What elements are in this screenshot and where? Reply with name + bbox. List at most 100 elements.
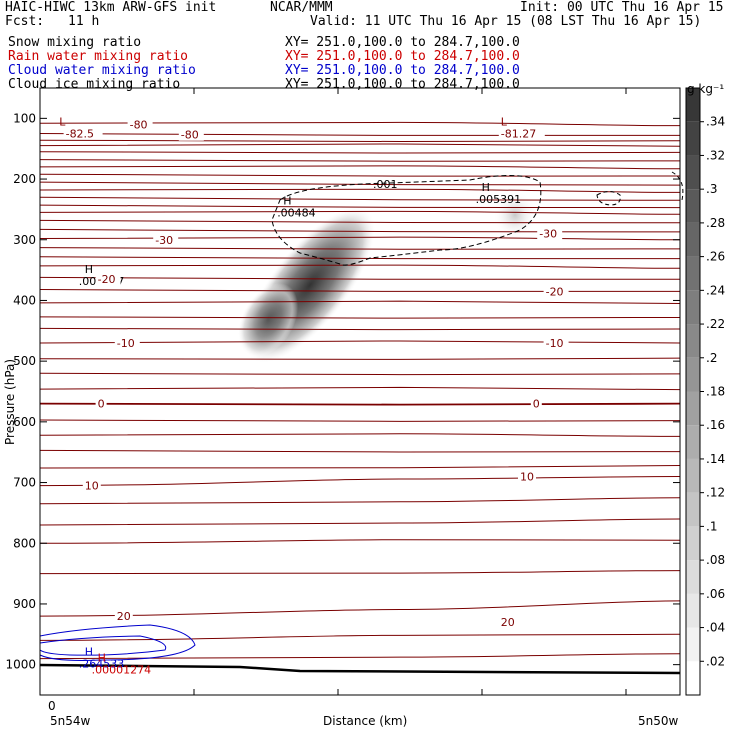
- isotherm-label: 20: [501, 616, 515, 629]
- isotherm-label: 10: [85, 480, 99, 493]
- cloud-water-contours: [39, 624, 196, 661]
- colorbar-tick-label: .06: [706, 587, 725, 601]
- colorbar-tick-label: .24: [706, 283, 725, 297]
- colorbar-tick-label: .3: [706, 182, 717, 196]
- colorbar-swatch: [686, 256, 700, 291]
- isotherm-labels: -82.5 -81.27 -80 -80 -30 -30 -20 -20 -10 -10 0 0 10 1…: [63, 118, 569, 629]
- extrema-labels: LLH.00484H.005391H.000327H.264533H.00001…: [59, 116, 521, 677]
- isotherm-label-bg: [543, 336, 569, 349]
- colorbar-tick-label: .34: [706, 115, 725, 129]
- org-label: NCAR/MMM: [270, 0, 333, 15]
- isotherm-line: [39, 210, 681, 215]
- valid-time: Valid: 11 UTC Thu 16 Apr 15 (08 LST Thu …: [310, 14, 702, 29]
- isotherm-line: [39, 402, 681, 406]
- colorbar-swatch: [686, 560, 700, 594]
- isotherm-label: -30: [155, 234, 173, 247]
- colorbar-swatch: [686, 661, 700, 695]
- cloud-ice-contour-small: [596, 191, 621, 206]
- isotherm-label: -10: [546, 337, 564, 350]
- isotherm-line: [39, 316, 681, 319]
- isotherm-label: 0: [533, 398, 540, 411]
- isotherm-line: [39, 419, 681, 422]
- snow-shading: [237, 191, 537, 364]
- isotherm-line: [39, 653, 681, 660]
- y-tick-label: 200: [13, 172, 36, 186]
- isotherm-line: [39, 181, 681, 186]
- colorbar-tick-label: .14: [706, 452, 725, 466]
- isotherm-label: -81.27: [501, 128, 536, 141]
- cloud-ice-contour-edge: [671, 171, 684, 201]
- isotherm-label: 20: [117, 610, 131, 623]
- isotherm-line: [39, 449, 681, 453]
- y-tick-label: 500: [13, 354, 36, 368]
- terrain-line: [39, 663, 681, 675]
- isotherm-line: [39, 276, 681, 280]
- x-left-location: 5n54w: [50, 714, 91, 728]
- colorbar-tick-label: .02: [706, 654, 725, 668]
- colorbar-swatch: [686, 290, 700, 325]
- colorbar-tick-label: .2: [706, 351, 717, 365]
- isotherm-line: [39, 151, 681, 154]
- field-xy-snow: XY= 251.0,100.0 to 284.7,100.0: [285, 35, 520, 50]
- plot-title: HAIC-HIWC 13km ARW-GFS init: [5, 0, 217, 15]
- isotherm-label-bg: [518, 470, 536, 483]
- colorbar-tick-label: .12: [706, 486, 725, 500]
- isotherm-line: [39, 264, 681, 269]
- field-name-rain: Rain water mixing ratio: [8, 49, 189, 64]
- isotherm-line: [39, 219, 681, 224]
- extremum-mark: H: [482, 181, 490, 194]
- colorbar-swatch: [686, 627, 700, 662]
- isotherm-line: [39, 475, 681, 487]
- isotherm-label-bg: [114, 336, 140, 349]
- isotherm-line: [39, 289, 681, 292]
- colorbar-swatch: [686, 324, 700, 358]
- colorbar-swatch: [686, 189, 700, 223]
- x-axis-ticks: [193, 88, 627, 695]
- colorbar-swatch: [686, 155, 700, 190]
- colorbar-swatch: [686, 425, 700, 459]
- colorbar-tick-label: .1: [706, 519, 717, 533]
- colorbar-tick-label: .32: [706, 148, 725, 162]
- cloud-ice-contour-label: .001: [373, 178, 398, 191]
- isotherm-label-bg: [82, 479, 101, 492]
- init-time: Init: 00 UTC Thu 16 Apr 15: [520, 0, 724, 15]
- colorbar-tick-label: .28: [706, 216, 725, 230]
- y-tick-label: 900: [13, 597, 36, 611]
- isotherm-line: [39, 228, 681, 233]
- extremum-value: .264533: [79, 658, 125, 671]
- isotherm-line: [39, 372, 681, 376]
- y-tick-label: 400: [13, 293, 36, 307]
- isotherm-line: [39, 133, 681, 136]
- colorbar-swatch: [686, 492, 700, 527]
- field-name-cloudwater: Cloud water mixing ratio: [8, 63, 196, 78]
- isotherm-line: [39, 518, 681, 526]
- isotherm-label: 0: [98, 398, 105, 411]
- isotherm-label: -80: [181, 129, 199, 142]
- isotherm-label-bg: [178, 128, 204, 141]
- y-tick-label: 600: [13, 415, 36, 429]
- isotherm-label-bg: [537, 227, 563, 240]
- isotherm-line: [39, 633, 681, 641]
- cloud-water-outer: [39, 624, 196, 661]
- colorbar: .02 .04 .06 .08 .1 .12 .14 .16 .18 .2 .22 .24 .26 .28…: [685, 87, 725, 696]
- isotherm-line: [39, 465, 681, 469]
- isotherm-label: -30: [539, 228, 557, 241]
- cloud-ice-contour: [271, 174, 542, 266]
- colorbar-swatch: [686, 121, 700, 156]
- y-tick-label: 1000: [5, 658, 36, 672]
- isotherm-label-bg: [95, 273, 121, 286]
- isotherm-line: [39, 204, 681, 209]
- isotherm-label: -82.5: [66, 128, 94, 141]
- isotherm-label: 10: [520, 470, 534, 483]
- y-tick-label: 700: [13, 476, 36, 490]
- x-tick-label-zero: 0: [48, 699, 56, 713]
- isotherm-line: [39, 340, 681, 344]
- plot-frame: [39, 87, 681, 696]
- extremum-mark: H: [85, 263, 93, 276]
- colorbar-swatch: [686, 357, 700, 392]
- colorbar-tick-label: .26: [706, 250, 725, 264]
- isotherm-line: [39, 433, 681, 437]
- isotherm-label-bg: [114, 610, 133, 623]
- isotherm-line: [39, 386, 681, 391]
